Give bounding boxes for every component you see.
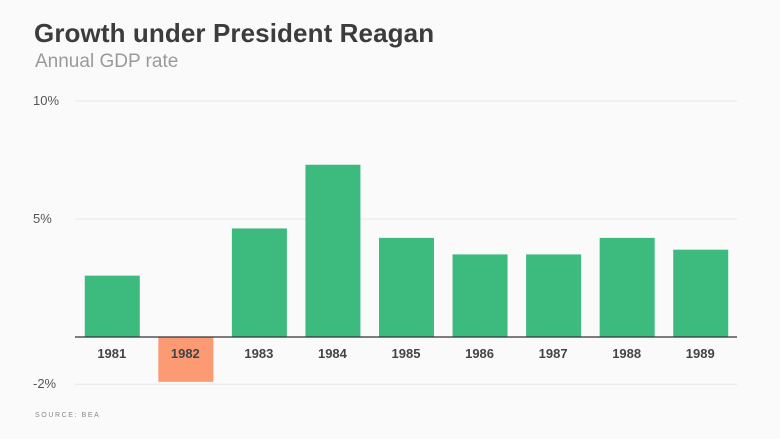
bar-1987 — [526, 254, 582, 337]
bar-1984 — [305, 164, 361, 337]
source-note: SOURCE: BEA — [35, 412, 101, 419]
x-tick-label-1989: 1989 — [686, 346, 715, 361]
x-tick-label-1987: 1987 — [539, 346, 568, 361]
y-tick-label-1: 5% — [33, 211, 52, 226]
x-tick-label-1985: 1985 — [392, 346, 421, 361]
chart-title: Growth under President Reagan — [34, 18, 435, 48]
x-tick-label-1981: 1981 — [97, 346, 126, 361]
x-tick-label-1988: 1988 — [612, 346, 641, 361]
x-tick-label-1986: 1986 — [465, 346, 494, 361]
y-tick-label-2: -2% — [33, 376, 57, 391]
y-tick-label-0: 10% — [33, 93, 59, 108]
x-tick-label-1983: 1983 — [244, 346, 273, 361]
bar-1988 — [599, 237, 655, 337]
x-tick-label-1982: 1982 — [171, 346, 200, 361]
bar-1985 — [379, 237, 434, 337]
bar-1986 — [452, 254, 508, 337]
bar-1989 — [673, 249, 729, 337]
chart-subtitle: Annual GDP rate — [35, 51, 179, 72]
bar-1982 — [158, 337, 214, 382]
bar-1983 — [231, 228, 287, 337]
x-tick-label-1984: 1984 — [318, 346, 348, 361]
bar-1981 — [84, 275, 140, 337]
